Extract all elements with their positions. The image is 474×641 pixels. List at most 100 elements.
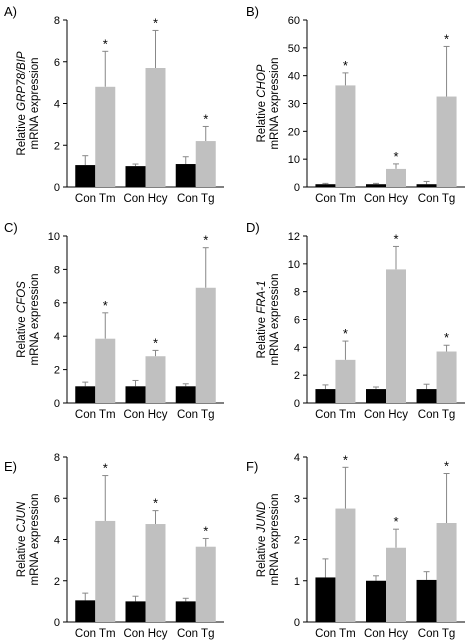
x-group-label: Con Hcy — [123, 193, 167, 205]
y-tick-label: 0 — [54, 398, 60, 410]
y-tick-label: 0 — [294, 398, 300, 410]
significance-marker: * — [343, 326, 348, 341]
y-axis-label-line2: mRNA expression — [29, 493, 41, 585]
y-axis-label: Relative GRP78/BIP — [16, 51, 28, 156]
y-axis-label-gene: GRP78/BIP — [16, 51, 28, 111]
bar-control — [416, 184, 437, 187]
bar-treated — [386, 547, 406, 622]
y-tick-label: 0 — [294, 182, 300, 194]
y-tick-label: 0 — [54, 617, 60, 629]
bar-control — [366, 580, 386, 622]
bar-treated — [436, 351, 457, 403]
y-tick-label: 2 — [294, 535, 300, 547]
y-tick-label: 10 — [288, 259, 300, 271]
y-axis-label-gene: FRA-1 — [256, 281, 268, 314]
x-group-label: Con Tg — [177, 409, 215, 421]
y-axis-label-gene: CHOP — [256, 64, 268, 98]
significance-marker: * — [203, 233, 208, 248]
x-group-label: Con Tm — [75, 193, 116, 205]
y-tick-label: 2 — [54, 140, 60, 152]
significance-marker: * — [444, 330, 449, 345]
x-group-label: Con Hcy — [364, 193, 408, 205]
y-tick-label: 2 — [294, 370, 300, 382]
bar-treated — [95, 86, 116, 187]
significance-marker: * — [103, 298, 108, 313]
significance-marker: * — [343, 452, 348, 467]
bar-control — [125, 601, 146, 622]
y-tick-label: 30 — [288, 99, 300, 111]
bar-treated — [195, 141, 216, 187]
bar-control — [315, 577, 336, 622]
significance-marker: * — [103, 461, 108, 476]
y-tick-label: 4 — [294, 452, 300, 464]
y-tick-label: 0 — [54, 182, 60, 194]
y-tick-label: 4 — [294, 342, 300, 354]
bar-treated — [335, 85, 356, 187]
y-tick-label: 2 — [54, 576, 60, 588]
x-group-label: Con Tm — [315, 409, 356, 421]
x-group-label: Con Hcy — [364, 628, 408, 640]
y-tick-label: 4 — [54, 535, 60, 547]
y-tick-label: 8 — [54, 452, 60, 464]
bar-control — [175, 601, 196, 622]
panel-label: F) — [246, 459, 258, 474]
bar-control — [416, 579, 437, 622]
y-tick-label: 4 — [54, 99, 60, 111]
x-group-label: Con Tm — [315, 193, 356, 205]
y-axis-label: Relative FRA-1 — [256, 281, 268, 359]
y-tick-label: 0 — [294, 617, 300, 629]
bar-control — [175, 164, 196, 187]
y-tick-label: 50 — [288, 43, 300, 55]
x-group-label: Con Tm — [315, 628, 356, 640]
bar-control — [366, 389, 386, 403]
chart-panel: B) Relative CHOP mRNA expression 0 10 20 30 40 5… — [246, 4, 465, 205]
y-axis-label-gene: JUND — [256, 502, 268, 534]
significance-marker: * — [203, 111, 208, 126]
y-tick-label: 6 — [54, 298, 60, 310]
bar-control — [125, 386, 146, 403]
y-tick-label: 6 — [54, 493, 60, 505]
x-group-label: Con Tm — [75, 628, 116, 640]
significance-marker: * — [393, 149, 398, 164]
chart-panel: F) Relative JUND mRNA expression 0 1 2 3 4 * Con … — [246, 452, 465, 640]
y-axis-label-line2: mRNA expression — [269, 57, 281, 149]
bar-treated — [386, 269, 406, 403]
y-tick-label: 6 — [54, 57, 60, 69]
bar-control — [75, 165, 96, 187]
bar-treated — [145, 356, 166, 403]
bar-treated — [95, 520, 116, 622]
significance-marker: * — [103, 36, 108, 51]
y-tick-label: 10 — [48, 231, 60, 243]
y-tick-label: 8 — [294, 287, 300, 299]
y-tick-label: 60 — [288, 15, 300, 27]
chart-panel: D) Relative FRA-1 mRNA expression 0 2 4 6 8 10 12… — [246, 220, 465, 421]
y-axis-label-line2: mRNA expression — [269, 273, 281, 365]
bar-control — [315, 389, 336, 403]
x-group-label: Con Tg — [418, 193, 456, 205]
x-group-label: Con Tm — [75, 409, 116, 421]
significance-marker: * — [444, 31, 449, 46]
x-group-label: Con Hcy — [364, 409, 408, 421]
chart-panel: C) Relative CFOS mRNA expression 0 2 4 6 8 10 * Co… — [4, 220, 224, 421]
panel-label: D) — [246, 220, 260, 235]
y-axis-label: Relative CHOP — [256, 64, 268, 142]
y-axis-label-prefix: Relative — [256, 532, 268, 577]
bar-treated — [436, 523, 457, 622]
y-axis-label-line2: mRNA expression — [29, 273, 41, 365]
y-axis-label-prefix: Relative — [256, 98, 268, 143]
y-axis-label-gene: CJUN — [16, 501, 28, 532]
y-tick-label: 6 — [294, 315, 300, 327]
bar-treated — [335, 359, 356, 403]
y-tick-label: 12 — [288, 231, 300, 243]
x-group-label: Con Tg — [177, 193, 215, 205]
y-tick-label: 2 — [54, 365, 60, 377]
y-tick-label: 8 — [54, 15, 60, 27]
significance-marker: * — [444, 459, 449, 474]
panel-label: A) — [4, 4, 17, 19]
bar-treated — [95, 338, 116, 403]
bar-treated — [335, 508, 356, 622]
significance-marker: * — [203, 523, 208, 538]
significance-marker: * — [153, 496, 158, 511]
y-tick-label: 40 — [288, 71, 300, 83]
y-tick-label: 3 — [294, 493, 300, 505]
